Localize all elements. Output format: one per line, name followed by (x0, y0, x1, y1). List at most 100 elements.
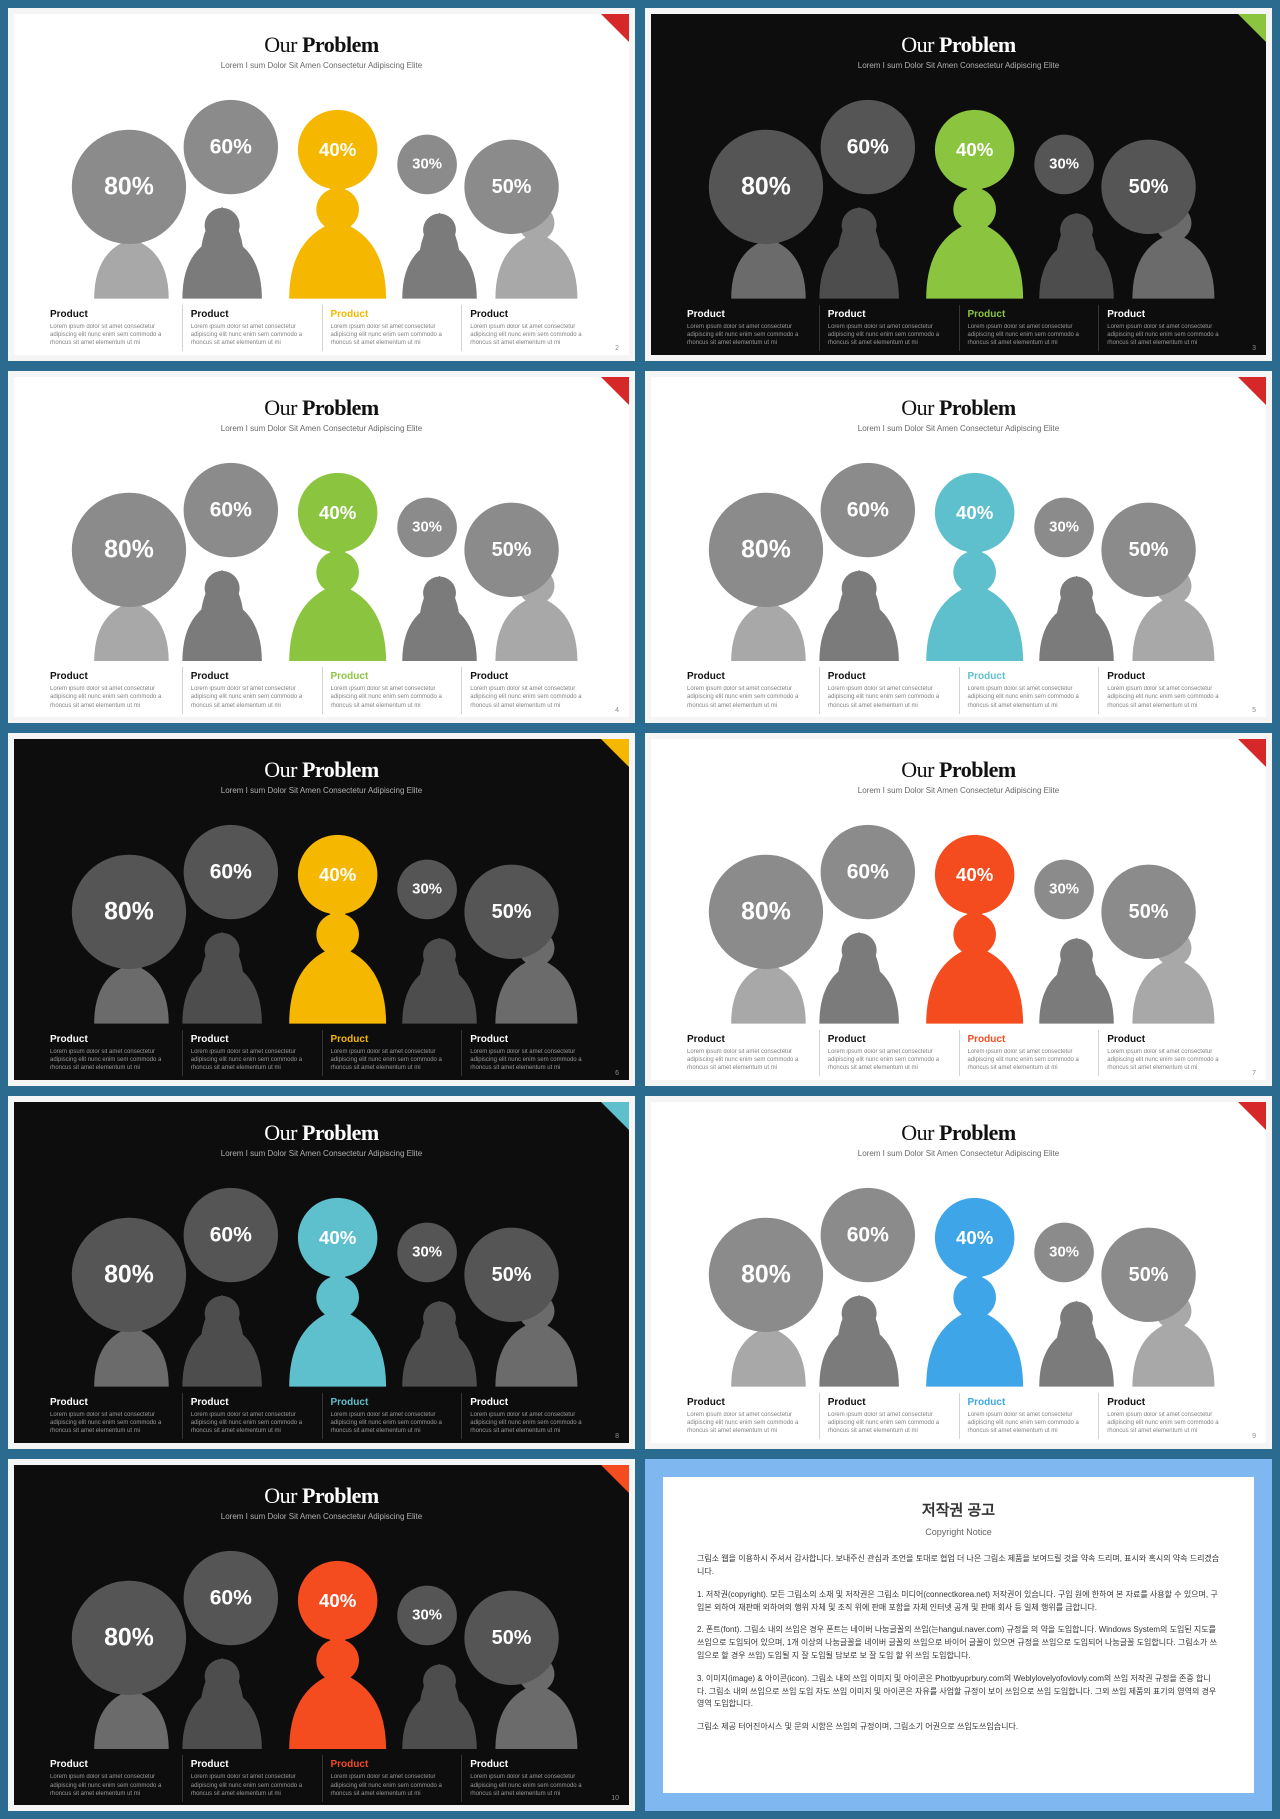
slide-title: Our Problem (679, 757, 1238, 783)
slide-figure: 80%60%40%30%50% (679, 805, 1238, 1024)
product-title: Product (331, 1397, 454, 1408)
bubble-label: 50% (1129, 539, 1169, 561)
product-column: Product Lorem ipsum dolor sit amet conse… (461, 1393, 601, 1439)
page-number: 4 (615, 707, 619, 714)
page-number: 3 (1252, 345, 1256, 352)
bubble-label: 60% (210, 861, 252, 884)
bubble-label: 30% (412, 156, 442, 172)
bubble-label: 80% (741, 173, 791, 200)
copyright-paragraph: 2. 폰트(font). 그림소 내의 쓰임은 경우 폰트는 네이버 나눔글꼴의… (697, 1624, 1220, 1662)
product-body: Lorem ipsum dolor sit amet consectetur a… (828, 323, 951, 347)
product-body: Lorem ipsum dolor sit amet consectetur a… (191, 1773, 314, 1797)
product-title: Product (331, 1034, 454, 1045)
bubble-label: 30% (1049, 519, 1079, 535)
slide-title: Our Problem (42, 1120, 601, 1146)
bubble-label: 30% (412, 519, 442, 535)
bubble-label: 80% (104, 1624, 154, 1651)
slide: Our Problem Lorem I sum Dolor Sit Amen C… (8, 371, 635, 724)
bubble-label: 80% (104, 899, 154, 926)
product-row: Product Lorem ipsum dolor sit amet conse… (679, 667, 1238, 713)
product-title: Product (968, 309, 1091, 320)
product-body: Lorem ipsum dolor sit amet consectetur a… (470, 323, 593, 347)
product-column: Product Lorem ipsum dolor sit amet conse… (461, 1755, 601, 1801)
product-title: Product (191, 309, 314, 320)
product-column: Product Lorem ipsum dolor sit amet conse… (679, 667, 819, 713)
bubble-label: 80% (741, 899, 791, 926)
page-number: 2 (615, 345, 619, 352)
corner-triangle (601, 377, 629, 405)
bubble-label: 30% (412, 1245, 442, 1261)
person-silhouette (402, 213, 477, 299)
page-number: 5 (1252, 707, 1256, 714)
product-body: Lorem ipsum dolor sit amet consectetur a… (470, 1048, 593, 1072)
product-column: Product Lorem ipsum dolor sit amet conse… (322, 667, 462, 713)
product-body: Lorem ipsum dolor sit amet consectetur a… (191, 1048, 314, 1072)
product-title: Product (50, 671, 174, 682)
product-body: Lorem ipsum dolor sit amet consectetur a… (191, 685, 314, 709)
bubble-label: 60% (210, 1224, 252, 1247)
product-title: Product (828, 1397, 951, 1408)
slide: Our Problem Lorem I sum Dolor Sit Amen C… (645, 371, 1272, 724)
product-column: Product Lorem ipsum dolor sit amet conse… (182, 1393, 322, 1439)
slide-figure: 80%60%40%30%50% (42, 80, 601, 299)
product-body: Lorem ipsum dolor sit amet consectetur a… (191, 1411, 314, 1435)
product-title: Product (1107, 1397, 1230, 1408)
product-column: Product Lorem ipsum dolor sit amet conse… (42, 1755, 182, 1801)
person-silhouette (1039, 1301, 1114, 1387)
product-title: Product (191, 1034, 314, 1045)
product-title: Product (1107, 1034, 1230, 1045)
product-body: Lorem ipsum dolor sit amet consectetur a… (687, 1411, 811, 1435)
product-column: Product Lorem ipsum dolor sit amet conse… (182, 305, 322, 351)
product-column: Product Lorem ipsum dolor sit amet conse… (322, 1393, 462, 1439)
copyright-paragraph: 3. 이미지(image) & 아이콘(icon). 그림소 내의 쓰임 이미지… (697, 1673, 1220, 1711)
bubble-label: 50% (492, 1264, 532, 1286)
product-title: Product (191, 1759, 314, 1770)
product-title: Product (968, 1397, 1091, 1408)
product-column: Product Lorem ipsum dolor sit amet conse… (819, 1393, 959, 1439)
product-column: Product Lorem ipsum dolor sit amet conse… (959, 1030, 1099, 1076)
slide-subtitle: Lorem I sum Dolor Sit Amen Consectetur A… (42, 1512, 601, 1521)
bubble-label: 40% (319, 864, 357, 885)
person-silhouette (1039, 213, 1114, 299)
person-silhouette (819, 932, 899, 1024)
copyright-paragraph: 그림소 웹을 이용하시 주셔서 감사합니다. 보내주신 관심과 조언을 토대로 … (697, 1553, 1220, 1579)
product-title: Product (968, 1034, 1091, 1045)
person-silhouette (182, 1658, 262, 1750)
bubble-label: 50% (1129, 176, 1169, 198)
product-body: Lorem ipsum dolor sit amet consectetur a… (191, 323, 314, 347)
product-column: Product Lorem ipsum dolor sit amet conse… (959, 1393, 1099, 1439)
product-body: Lorem ipsum dolor sit amet consectetur a… (687, 1048, 811, 1072)
product-body: Lorem ipsum dolor sit amet consectetur a… (828, 1411, 951, 1435)
product-title: Product (470, 671, 593, 682)
corner-triangle (601, 739, 629, 767)
product-column: Product Lorem ipsum dolor sit amet conse… (959, 305, 1099, 351)
slide-subtitle: Lorem I sum Dolor Sit Amen Consectetur A… (42, 1149, 601, 1158)
product-column: Product Lorem ipsum dolor sit amet conse… (819, 667, 959, 713)
bubble-label: 40% (956, 864, 994, 885)
slide-title: Our Problem (679, 395, 1238, 421)
product-column: Product Lorem ipsum dolor sit amet conse… (679, 305, 819, 351)
slide-subtitle: Lorem I sum Dolor Sit Amen Consectetur A… (42, 786, 601, 795)
product-body: Lorem ipsum dolor sit amet consectetur a… (331, 1773, 454, 1797)
product-body: Lorem ipsum dolor sit amet consectetur a… (331, 1411, 454, 1435)
product-column: Product Lorem ipsum dolor sit amet conse… (1098, 1030, 1238, 1076)
product-row: Product Lorem ipsum dolor sit amet conse… (42, 667, 601, 713)
person-silhouette (1039, 938, 1114, 1024)
person-silhouette (402, 1663, 477, 1749)
product-title: Product (50, 1034, 174, 1045)
product-body: Lorem ipsum dolor sit amet consectetur a… (1107, 1048, 1230, 1072)
product-body: Lorem ipsum dolor sit amet consectetur a… (331, 685, 454, 709)
bubble-label: 60% (210, 498, 252, 521)
corner-triangle (601, 1102, 629, 1130)
product-column: Product Lorem ipsum dolor sit amet conse… (42, 305, 182, 351)
corner-triangle (1238, 1102, 1266, 1130)
slide: Our Problem Lorem I sum Dolor Sit Amen C… (8, 733, 635, 1086)
bubble-label: 30% (412, 1607, 442, 1623)
product-body: Lorem ipsum dolor sit amet consectetur a… (687, 323, 811, 347)
bubble-label: 80% (104, 173, 154, 200)
product-row: Product Lorem ipsum dolor sit amet conse… (679, 305, 1238, 351)
product-title: Product (470, 1759, 593, 1770)
product-body: Lorem ipsum dolor sit amet consectetur a… (1107, 323, 1230, 347)
person-silhouette (182, 932, 262, 1024)
slide-figure: 80%60%40%30%50% (42, 443, 601, 662)
